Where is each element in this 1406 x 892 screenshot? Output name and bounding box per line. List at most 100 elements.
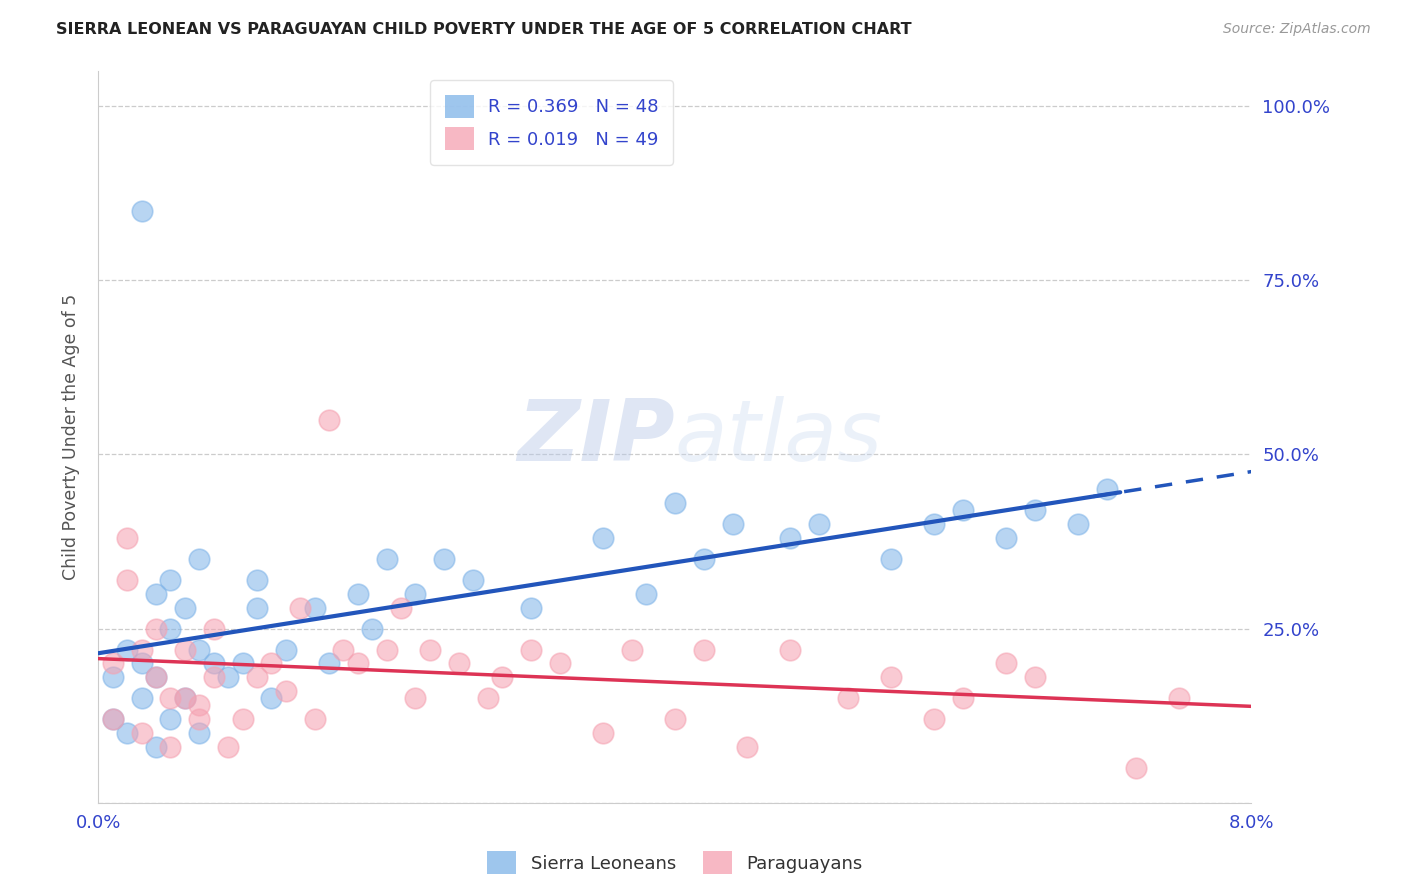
Point bbox=[117, 573, 139, 587]
Point bbox=[620, 642, 643, 657]
Point bbox=[779, 642, 801, 657]
Point bbox=[260, 657, 283, 671]
Point bbox=[636, 587, 658, 601]
Y-axis label: Child Poverty Under the Age of 5: Child Poverty Under the Age of 5 bbox=[62, 294, 80, 580]
Point bbox=[346, 587, 368, 601]
Point bbox=[145, 740, 167, 755]
Point bbox=[145, 622, 167, 636]
Point bbox=[389, 600, 412, 615]
Point bbox=[477, 691, 499, 706]
Point bbox=[548, 657, 571, 671]
Point bbox=[101, 657, 124, 671]
Point bbox=[260, 691, 283, 706]
Point bbox=[1125, 761, 1147, 775]
Point bbox=[693, 552, 716, 566]
Point bbox=[202, 657, 225, 671]
Point bbox=[1024, 503, 1046, 517]
Point bbox=[159, 740, 181, 755]
Point bbox=[101, 670, 124, 684]
Point bbox=[693, 642, 716, 657]
Point bbox=[304, 600, 326, 615]
Point bbox=[491, 670, 513, 684]
Point bbox=[131, 726, 153, 740]
Point bbox=[779, 531, 801, 545]
Point bbox=[346, 657, 368, 671]
Point bbox=[721, 517, 744, 532]
Point bbox=[419, 642, 441, 657]
Point bbox=[188, 552, 211, 566]
Point bbox=[433, 552, 456, 566]
Point bbox=[188, 642, 211, 657]
Point bbox=[664, 712, 686, 726]
Point bbox=[131, 203, 153, 218]
Point bbox=[246, 573, 269, 587]
Point bbox=[664, 496, 686, 510]
Point bbox=[231, 712, 254, 726]
Point bbox=[131, 642, 153, 657]
Point bbox=[159, 712, 181, 726]
Point bbox=[145, 670, 167, 684]
Point bbox=[117, 531, 139, 545]
Point bbox=[117, 726, 139, 740]
Point bbox=[174, 642, 197, 657]
Point bbox=[159, 622, 181, 636]
Point bbox=[405, 587, 427, 601]
Point bbox=[131, 691, 153, 706]
Point bbox=[924, 517, 946, 532]
Point bbox=[145, 670, 167, 684]
Text: ZIP: ZIP bbox=[517, 395, 675, 479]
Point bbox=[318, 657, 340, 671]
Point bbox=[880, 552, 903, 566]
Point bbox=[592, 531, 614, 545]
Point bbox=[837, 691, 859, 706]
Point bbox=[447, 657, 470, 671]
Point bbox=[880, 670, 903, 684]
Point bbox=[188, 726, 211, 740]
Text: atlas: atlas bbox=[675, 395, 883, 479]
Point bbox=[217, 670, 239, 684]
Point bbox=[188, 698, 211, 713]
Point bbox=[304, 712, 326, 726]
Point bbox=[332, 642, 354, 657]
Text: Source: ZipAtlas.com: Source: ZipAtlas.com bbox=[1223, 22, 1371, 37]
Point bbox=[952, 503, 974, 517]
Point bbox=[1067, 517, 1090, 532]
Point bbox=[145, 587, 167, 601]
Point bbox=[592, 726, 614, 740]
Point bbox=[520, 642, 543, 657]
Point bbox=[174, 600, 197, 615]
Point bbox=[405, 691, 427, 706]
Point bbox=[1168, 691, 1191, 706]
Point bbox=[375, 642, 398, 657]
Point bbox=[117, 642, 139, 657]
Point bbox=[1024, 670, 1046, 684]
Point bbox=[101, 712, 124, 726]
Point bbox=[188, 712, 211, 726]
Point bbox=[290, 600, 312, 615]
Point bbox=[807, 517, 830, 532]
Point bbox=[174, 691, 197, 706]
Point bbox=[461, 573, 484, 587]
Point bbox=[246, 600, 269, 615]
Point bbox=[274, 684, 297, 698]
Point bbox=[174, 691, 197, 706]
Text: SIERRA LEONEAN VS PARAGUAYAN CHILD POVERTY UNDER THE AGE OF 5 CORRELATION CHART: SIERRA LEONEAN VS PARAGUAYAN CHILD POVER… bbox=[56, 22, 912, 37]
Point bbox=[202, 670, 225, 684]
Point bbox=[924, 712, 946, 726]
Point bbox=[995, 531, 1018, 545]
Point bbox=[101, 712, 124, 726]
Point bbox=[131, 657, 153, 671]
Point bbox=[274, 642, 297, 657]
Point bbox=[246, 670, 269, 684]
Point bbox=[375, 552, 398, 566]
Point bbox=[735, 740, 758, 755]
Point bbox=[952, 691, 974, 706]
Point bbox=[995, 657, 1018, 671]
Point bbox=[217, 740, 239, 755]
Point bbox=[1097, 483, 1119, 497]
Point bbox=[520, 600, 543, 615]
Point bbox=[159, 573, 181, 587]
Legend: Sierra Leoneans, Paraguayans: Sierra Leoneans, Paraguayans bbox=[479, 844, 870, 881]
Point bbox=[318, 412, 340, 426]
Point bbox=[159, 691, 181, 706]
